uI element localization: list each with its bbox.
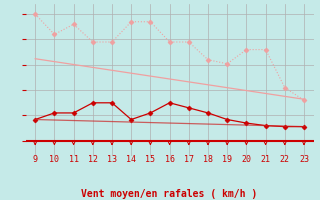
Text: 23: 23 <box>299 155 309 164</box>
Text: 18: 18 <box>203 155 213 164</box>
Text: 11: 11 <box>68 155 79 164</box>
Text: 19: 19 <box>222 155 232 164</box>
Text: 20: 20 <box>241 155 252 164</box>
Text: 9: 9 <box>33 155 38 164</box>
Text: 15: 15 <box>145 155 156 164</box>
Text: 10: 10 <box>49 155 60 164</box>
Text: 17: 17 <box>184 155 194 164</box>
Text: Vent moyen/en rafales ( km/h ): Vent moyen/en rafales ( km/h ) <box>82 189 258 199</box>
Text: 21: 21 <box>260 155 271 164</box>
Text: 13: 13 <box>107 155 117 164</box>
Text: 12: 12 <box>88 155 98 164</box>
Text: 14: 14 <box>126 155 136 164</box>
Text: 22: 22 <box>280 155 290 164</box>
Text: 16: 16 <box>164 155 175 164</box>
